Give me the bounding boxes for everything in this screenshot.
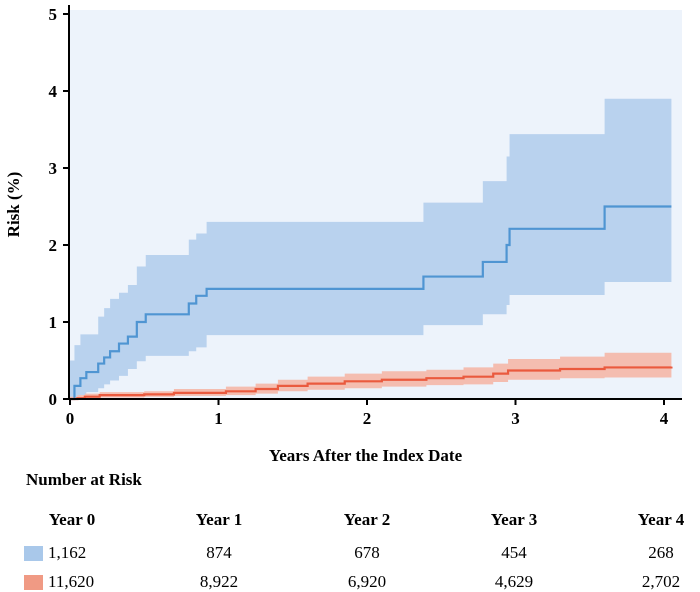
risk-table-header: Year 3 <box>490 510 538 529</box>
y-tick-label: 0 <box>49 390 58 409</box>
confidence-bands <box>70 98 672 399</box>
risk-table-header: Year 0 <box>48 510 96 529</box>
x-tick-label: 1 <box>214 409 223 428</box>
axes: 0 1 2 3 4 5 0 1 2 3 4 <box>49 5 682 428</box>
risk-lines <box>70 205 673 401</box>
risk-table-cell: 6,920 <box>347 572 387 591</box>
risk-table-cell: 678 <box>354 543 380 562</box>
risk-table-cell: 454 <box>501 543 527 562</box>
risk-table-cell: 4,629 <box>494 572 534 591</box>
risk-table-cell: 8,922 <box>199 572 239 591</box>
risk-table-cell: 1,162 <box>48 543 87 562</box>
risk-table-header: Year 4 <box>637 510 685 529</box>
risk-table-cell: 11,620 <box>48 572 95 591</box>
confidence-band-1 <box>70 98 672 399</box>
y-tick-label: 1 <box>49 313 58 332</box>
x-axis-title: Years After the Index Date <box>269 446 463 465</box>
x-tick-label: 4 <box>660 409 669 428</box>
confidence-band-2 <box>70 351 672 399</box>
risk-table-cell: 874 <box>206 543 232 562</box>
risk-table-header: Year 2 <box>343 510 391 529</box>
y-tick-label: 2 <box>49 236 58 255</box>
risk-row-swatch <box>24 575 43 590</box>
risk-row-swatch <box>24 546 43 561</box>
y-axis-title: Risk (%) <box>4 172 23 238</box>
x-tick-label: 3 <box>511 409 520 428</box>
risk-chart: 0 1 2 3 4 5 0 1 2 3 4 Years After the Index Date R… <box>4 5 682 465</box>
y-tick-label: 3 <box>49 159 58 178</box>
y-tick-label: 5 <box>49 5 58 24</box>
x-tick-label: 0 <box>66 409 75 428</box>
risk-table-cell: 2,702 <box>641 572 681 591</box>
x-tick-label: 2 <box>363 409 372 428</box>
risk-table-cell: 268 <box>648 543 674 562</box>
risk-table-title: Number at Risk <box>26 470 142 489</box>
y-tick-label: 4 <box>49 82 58 101</box>
risk-line-1 <box>70 205 672 401</box>
risk-table-header: Year 1 <box>195 510 243 529</box>
risk-line-2 <box>70 366 673 401</box>
